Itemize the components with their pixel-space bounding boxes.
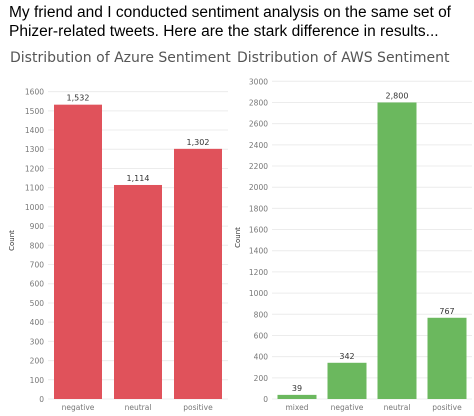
azure-y-tick-label: 1000 (25, 203, 44, 212)
aws-category-label-positive: positive (432, 403, 462, 412)
aws-y-tick-label: 1800 (249, 204, 268, 213)
aws-y-tick-label: 1000 (249, 289, 268, 298)
aws-y-tick-label: 0 (263, 395, 268, 404)
aws-y-tick-label: 2600 (249, 120, 268, 129)
azure-bar-positive (174, 148, 222, 399)
aws-y-axis-label: Count (234, 227, 242, 248)
azure-y-tick-label: 1300 (25, 145, 44, 154)
aws-bar-mixed (277, 394, 317, 399)
aws-y-tick-label: 3000 (249, 77, 268, 86)
azure-category-label-positive: positive (183, 403, 213, 412)
azure-bar-neutral (114, 184, 162, 399)
aws-value-label-mixed: 39 (292, 384, 302, 393)
azure-y-tick-label: 400 (30, 318, 45, 327)
azure-sentiment-chart: 0 100 200 300 400 500 600 700 800 900 1000 1100 1200… (8, 88, 228, 412)
aws-y-tick-label: 2200 (249, 162, 268, 171)
azure-y-tick-label: 800 (30, 241, 45, 250)
aws-y-tick-label: 400 (254, 353, 269, 362)
azure-y-axis-label: Count (8, 230, 16, 251)
aws-value-label-positive: 767 (439, 307, 454, 316)
azure-y-tick-label: 1500 (25, 107, 44, 116)
aws-chart-title: Distribution of AWS Sentiment (237, 50, 450, 66)
azure-y-tick-label: 200 (30, 357, 45, 366)
azure-y-tick-label: 1600 (25, 88, 44, 97)
azure-y-tick-label: 1200 (25, 164, 44, 173)
azure-category-label-negative: negative (62, 403, 95, 412)
aws-y-tick-label: 1600 (249, 226, 268, 235)
post-caption: My friend and I conducted sentiment anal… (9, 4, 451, 40)
azure-y-tick-label: 1100 (25, 184, 44, 193)
azure-y-tick-label: 100 (30, 376, 45, 385)
azure-value-label-positive: 1,302 (187, 138, 210, 147)
aws-y-tick-label: 800 (254, 310, 269, 319)
azure-y-tick-label: 1400 (25, 126, 44, 135)
aws-value-label-neutral: 2,800 (386, 91, 409, 100)
aws-y-tick-label: 1200 (249, 268, 268, 277)
aws-category-label-mixed: mixed (286, 403, 309, 412)
aws-y-tick-label: 200 (254, 374, 269, 383)
azure-y-tick-label: 500 (30, 299, 45, 308)
azure-y-tick-label: 600 (30, 280, 45, 289)
azure-y-tick-label: 300 (30, 337, 45, 346)
azure-value-label-neutral: 1,114 (127, 174, 150, 183)
aws-value-label-negative: 342 (339, 352, 354, 361)
aws-y-tick-label: 2000 (249, 183, 268, 192)
azure-value-label-negative: 1,532 (67, 94, 90, 103)
aws-category-label-neutral: neutral (384, 403, 411, 412)
azure-bar-negative (54, 104, 102, 400)
aws-y-tick-label: 2400 (249, 141, 268, 150)
aws-bar-negative (327, 362, 367, 399)
aws-category-label-negative: negative (331, 403, 364, 412)
azure-chart-title: Distribution of Azure Sentiment (10, 50, 231, 66)
aws-y-tick-label: 600 (254, 331, 269, 340)
aws-bar-neutral (377, 102, 417, 400)
aws-y-tick-label: 2800 (249, 98, 268, 107)
azure-y-tick-label: 700 (30, 261, 45, 270)
azure-y-tick-label: 0 (39, 395, 44, 404)
azure-y-tick-label: 900 (30, 222, 45, 231)
aws-bar-positive (427, 317, 467, 399)
azure-category-label-neutral: neutral (125, 403, 152, 412)
aws-sentiment-chart: 0 200 400 600 800 1000 1200 1400 1600 1800 2000 220… (234, 77, 472, 412)
aws-y-tick-label: 1400 (249, 247, 268, 256)
